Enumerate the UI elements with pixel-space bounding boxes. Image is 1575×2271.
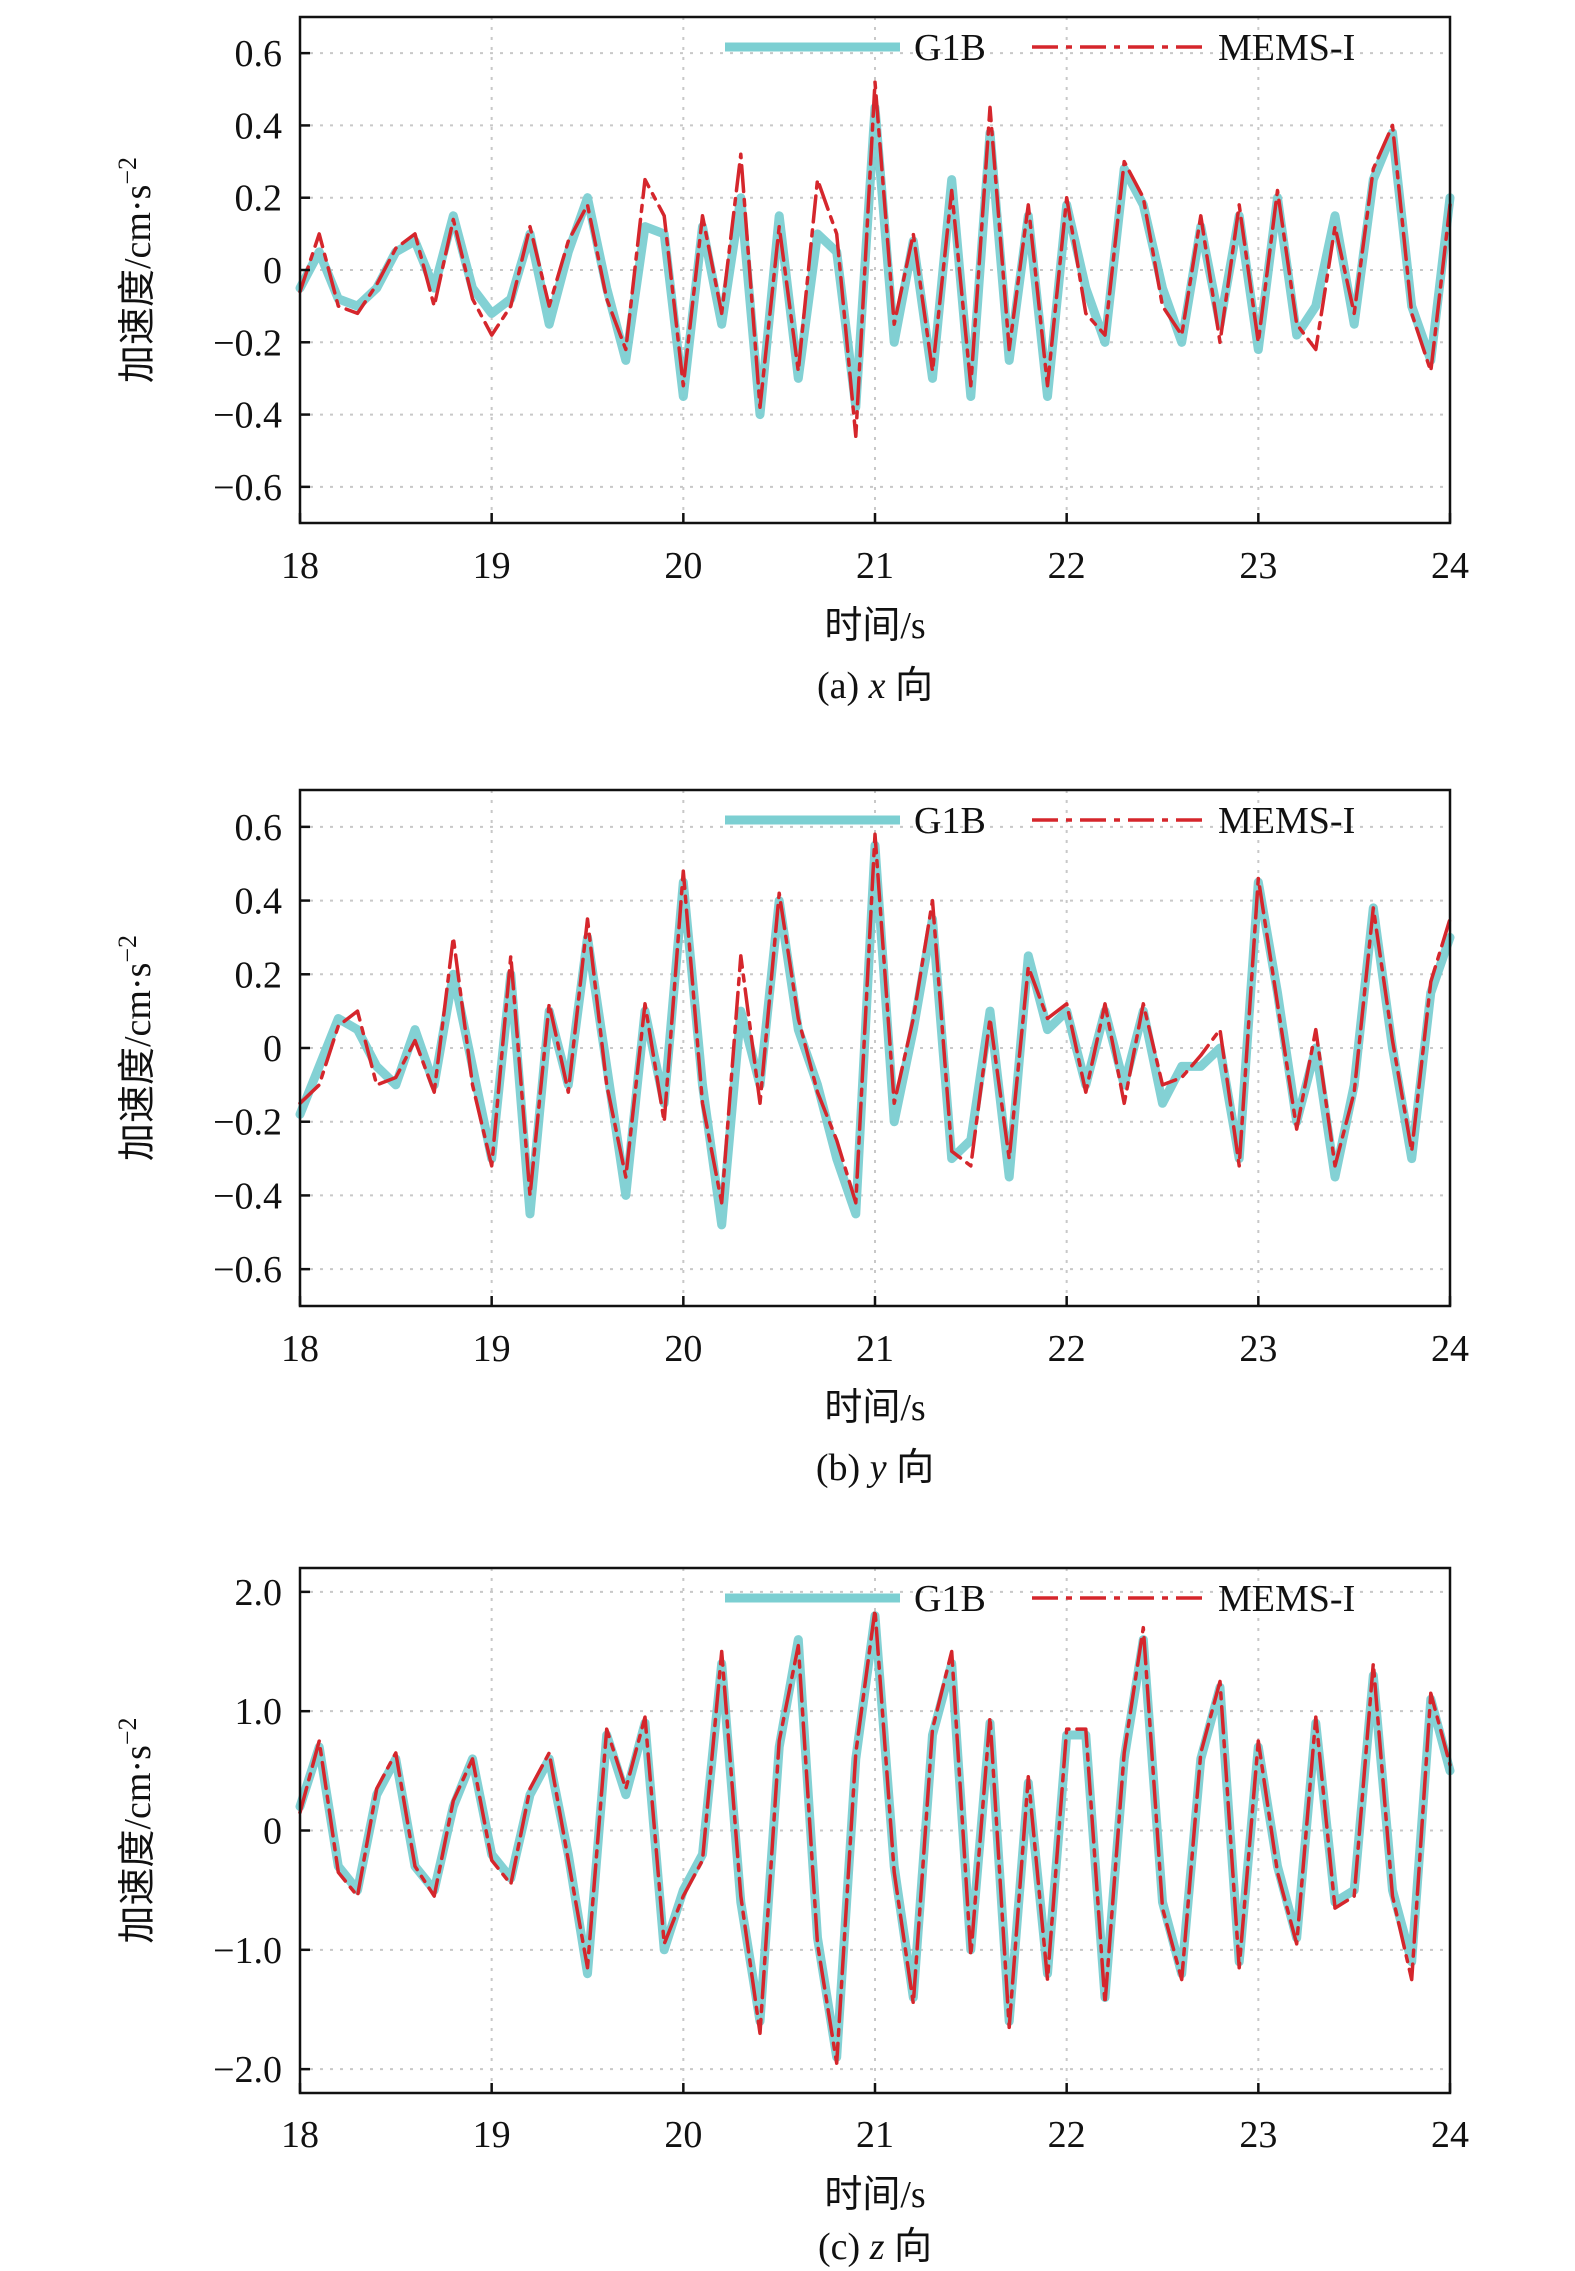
y-tick-label: −1.0 <box>213 1930 282 1972</box>
chart-panel-3: 18 19 20 21 22 23 24 −2.0 −1.0 0 1.0 2.0 加速度/cm·s−2 时… <box>113 1566 1469 2268</box>
chart-panel-1: 18 19 20 21 22 23 24 −0.6 −0.4 −0.2 0 0.2 0.4 0.6 加速度/… <box>113 15 1469 707</box>
y-tick-label: 0.4 <box>235 105 283 147</box>
panel-caption: (a) x 向 <box>817 665 933 707</box>
y-tick-label: 0.6 <box>235 33 283 75</box>
y-tick-label: −0.6 <box>213 1249 282 1291</box>
x-tick-label: 24 <box>1431 1328 1469 1370</box>
y-tick-label: −0.2 <box>213 322 282 364</box>
x-tick-label: 22 <box>1048 1328 1086 1370</box>
legend: G1B MEMS-I <box>725 1578 1355 1620</box>
panel-caption: (b) y 向 <box>816 1447 934 1489</box>
legend-label-g1b: G1B <box>914 1578 986 1620</box>
legend-label-g1b: G1B <box>914 27 986 69</box>
y-tick-label: 0 <box>263 250 282 292</box>
y-tick-label: 0.2 <box>235 178 283 220</box>
legend-label-g1b: G1B <box>914 800 986 842</box>
x-axis-label: 时间/s <box>824 2174 925 2216</box>
y-tick-label: 1.0 <box>235 1691 283 1733</box>
x-tick-label: 21 <box>856 1328 894 1370</box>
x-tick-label: 21 <box>856 545 894 587</box>
y-tick-label: 2.0 <box>235 1572 283 1614</box>
y-tick-label: −0.4 <box>213 1175 282 1217</box>
y-tick-label: 0.4 <box>235 881 283 923</box>
x-tick-label: 22 <box>1048 2114 1086 2156</box>
legend-label-mems-i: MEMS-I <box>1218 27 1355 69</box>
x-tick-label: 20 <box>664 1328 702 1370</box>
x-tick-label: 22 <box>1048 545 1086 587</box>
y-tick-label: −0.4 <box>213 395 282 437</box>
y-axis-label: 加速度/cm·s−2 <box>113 935 159 1161</box>
x-tick-label: 19 <box>473 2114 511 2156</box>
y-tick-label: −2.0 <box>213 2049 282 2091</box>
x-tick-label: 19 <box>473 1328 511 1370</box>
x-axis-label: 时间/s <box>824 1387 925 1429</box>
x-tick-label: 18 <box>281 545 319 587</box>
y-tick-label: 0 <box>263 1028 282 1070</box>
series-line-mems-i <box>298 80 1452 439</box>
series-line-mems-i <box>298 832 1452 1205</box>
x-tick-label: 21 <box>856 2114 894 2156</box>
x-tick-label: 18 <box>281 2114 319 2156</box>
x-tick-label: 23 <box>1239 2114 1277 2156</box>
legend-label-mems-i: MEMS-I <box>1218 1578 1355 1620</box>
x-tick-label: 23 <box>1239 545 1277 587</box>
legend: G1B MEMS-I <box>725 27 1355 69</box>
y-axis-label: 加速度/cm·s−2 <box>113 1717 159 1943</box>
y-tick-label: 0.6 <box>235 807 283 849</box>
legend: G1B MEMS-I <box>725 800 1355 842</box>
y-axis-label: 加速度/cm·s−2 <box>113 157 159 383</box>
y-tick-label: 0.2 <box>235 954 283 996</box>
x-tick-label: 20 <box>664 2114 702 2156</box>
series-line-mems-i <box>298 1608 1452 2065</box>
x-tick-label: 24 <box>1431 545 1469 587</box>
y-tick-label: −0.6 <box>213 467 282 509</box>
x-tick-label: 18 <box>281 1328 319 1370</box>
y-tick-label: 0 <box>263 1811 282 1853</box>
x-axis-label: 时间/s <box>824 605 925 647</box>
series-line-g1b <box>295 840 1455 1230</box>
x-tick-label: 24 <box>1431 2114 1469 2156</box>
legend-label-mems-i: MEMS-I <box>1218 800 1355 842</box>
y-tick-label: −0.2 <box>213 1102 282 1144</box>
x-tick-label: 23 <box>1239 1328 1277 1370</box>
x-tick-label: 19 <box>473 545 511 587</box>
x-tick-label: 20 <box>664 545 702 587</box>
panel-caption: (c) z 向 <box>818 2226 932 2268</box>
chart-panel-2: 18 19 20 21 22 23 24 −0.6 −0.4 −0.2 0 0.2 0.4 0.6 加速度/… <box>113 788 1469 1489</box>
